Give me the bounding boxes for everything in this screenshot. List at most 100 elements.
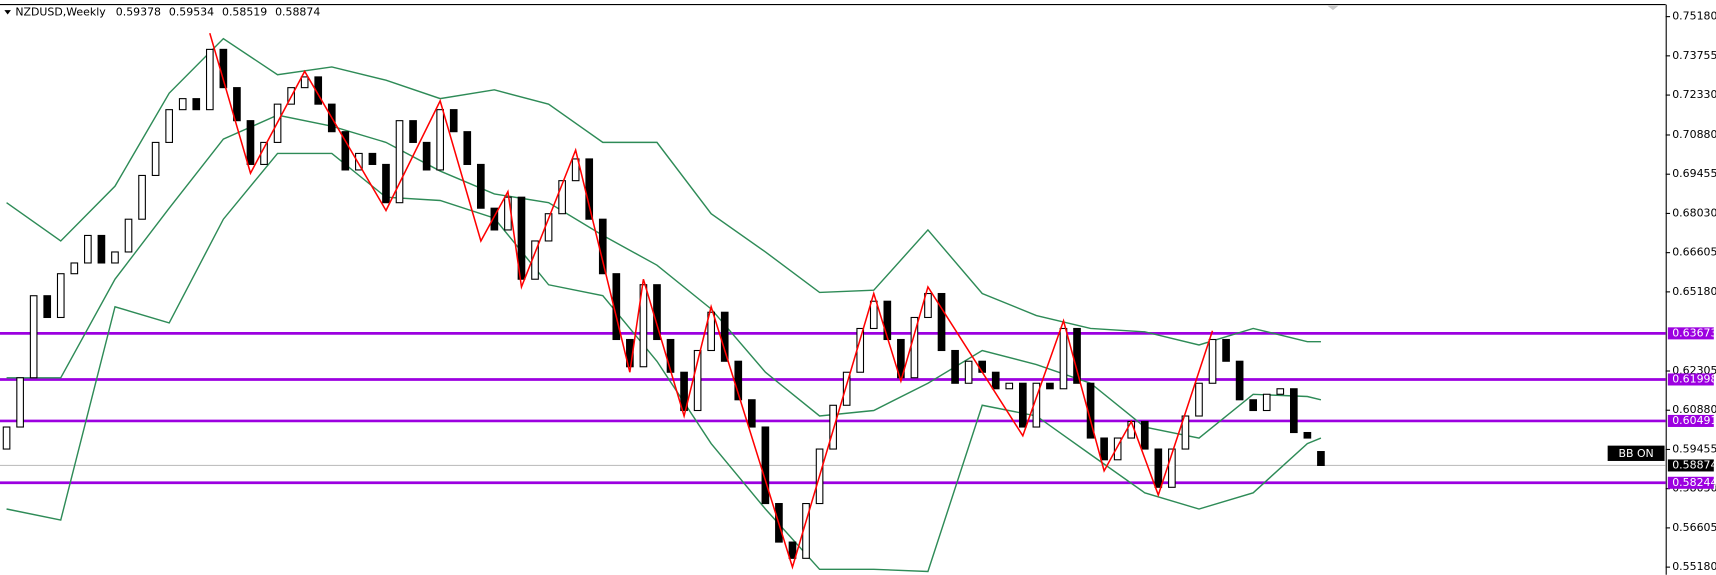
shift-marker [1327,5,1339,11]
candle-down [1046,382,1054,390]
y-tick-label: 0.75180 [1672,10,1716,23]
y-tick-label: 0.60880 [1672,403,1716,416]
y-tick-label: 0.73755 [1672,49,1716,62]
candle-up [355,152,363,171]
candle-up [205,48,214,111]
candle-up [138,174,146,220]
symbol: NZDUSD,Weekly [15,5,106,18]
candle-down [897,338,905,379]
plot [0,32,1666,573]
menu-arrow [4,10,11,15]
candle-up [165,109,173,143]
level-label: 0.63673 [1672,326,1716,339]
candle-up [964,360,973,384]
candle-down [233,87,241,122]
candle-down [720,311,729,362]
price-label-bg [1667,459,1714,472]
candle-down [585,158,594,220]
level-label-bg [1667,327,1714,340]
candle-down [1249,399,1258,412]
y-tick-label: 0.59455 [1672,442,1716,455]
candle-down [449,109,458,133]
chart-header: NZDUSD,Weekly 0.59378 0.59534 0.58519 0.… [15,5,320,18]
y-tick-label: 0.72330 [1672,88,1716,101]
candle-down [951,349,959,384]
indicator-label: BB ON [1618,447,1653,460]
level-label: 0.61998 [1672,372,1716,385]
candle-down [666,338,675,373]
y-tick-label: 0.70880 [1672,128,1716,141]
candle-up [1005,382,1014,390]
candle-up [124,218,133,253]
candle-down [422,141,431,171]
level-label-bg [1667,414,1714,427]
level-label-bg [1667,373,1714,386]
candle-up [178,98,187,111]
y-tick-label: 0.69455 [1672,167,1716,180]
y-tick-label: 0.68030 [1672,206,1716,219]
candle-up [151,141,160,176]
candle-up [300,76,309,89]
level-label: 0.58244 [1672,476,1716,489]
candle-up [1276,388,1285,395]
candle-up [111,251,119,264]
candle-up [869,300,878,330]
candle-up [1262,393,1271,412]
candle-up [1181,415,1190,450]
header-low: 0.58519 [222,5,267,18]
candle-down [517,196,526,280]
header-close: 0.58874 [275,5,320,18]
candle-up [856,327,865,373]
candle-down [463,131,472,165]
candle-down [1317,451,1325,466]
candle-up [829,404,837,450]
candle-up [693,349,702,412]
candle-up [84,234,92,264]
candle-up [395,120,404,204]
price-label: 0.58874 [1672,458,1716,471]
candle-up [639,284,648,368]
bollinger-upper [6,37,1321,346]
candle-up [29,295,38,379]
y-tick-label: 0.56605 [1672,521,1716,534]
candle-up [842,371,851,406]
y-tick-label: 0.55180 [1672,560,1716,573]
candle-down [1100,437,1108,461]
candle-up [1208,338,1217,384]
candle-down [1303,431,1312,439]
candle-down [192,98,201,111]
candle-down [734,360,743,401]
candle-up [558,180,566,215]
candle-down [788,541,797,559]
candle-up [16,377,24,428]
candle-down [883,300,892,341]
zigzag [209,32,1214,570]
candle-down [43,295,52,319]
y-tick-label: 0.65180 [1672,285,1716,298]
candle-up [571,158,580,182]
candle-down [598,218,607,275]
candle-up [1168,448,1176,488]
candle-down [1154,448,1163,488]
candle-down [937,292,946,352]
candle-up [436,109,444,171]
candle-down [97,234,106,264]
y-tick-label: 0.66605 [1672,246,1716,259]
candle-up [1113,437,1122,461]
price-axis: 0.75180 0.73755 0.72330 0.70880 0.69455 0.680… [1665,10,1716,573]
candle-down [747,399,756,428]
candle-down [476,163,485,209]
candle-down [246,120,255,165]
candle-down [368,152,377,165]
candle-down [1289,388,1298,434]
candle-down [680,371,688,412]
candle-up [924,292,932,319]
candle-up [56,273,65,319]
indicator-badge [1607,445,1665,461]
candle-down [1140,420,1149,450]
candle-down [991,371,1000,390]
candle-down [1073,327,1081,384]
bollinger-middle [6,114,1322,439]
